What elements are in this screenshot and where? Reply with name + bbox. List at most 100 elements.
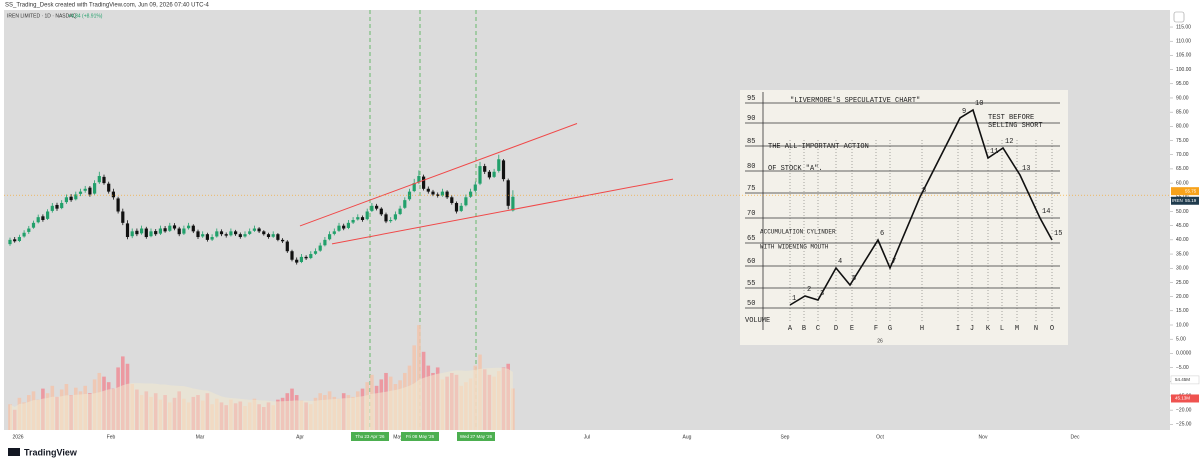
brand-logo [8,448,20,456]
candle-body [285,241,289,252]
volume-tag [1171,394,1199,403]
candle-body [201,234,205,237]
candle-body [431,191,435,195]
inset-y-label: 80 [747,163,755,171]
time-axis [0,430,1200,443]
marker-label: Wed 27 May '26 [460,434,493,439]
y-tick-label: 25.00 [1176,280,1189,286]
trendline [331,178,674,245]
y-tick-label: −5.00 [1176,365,1189,371]
y-tick-label: 45.00 [1176,223,1189,229]
inset-point: 4 [838,258,842,266]
candle-body [219,231,224,235]
candle-body [168,225,172,231]
candle-body [50,205,54,211]
x-tick-label: Feb [107,434,116,440]
candle-body [487,171,491,178]
candle-body [511,196,515,211]
inset-point: 14 [1042,208,1050,216]
marker-label: Fri 08 May '26 [406,434,435,439]
candle-body [417,176,421,183]
marker-tag [351,432,389,441]
x-tick-label: Sep [781,434,790,440]
y-tick-label: 5.00 [1176,337,1186,343]
inset-action: THE ALL-IMPORTANT ACTION [768,143,869,151]
x-tick-label: Aug [683,434,692,440]
inset-y-label: 75 [747,185,755,193]
candle-body [97,176,101,183]
price-tag-label: 55.19 [1185,198,1197,203]
candle-body [135,230,139,235]
brand: TradingView [24,447,78,457]
inset-y-label: 70 [747,210,755,218]
candle-body [332,231,336,234]
inset-point: 6 [880,230,884,238]
candle-body [464,197,468,206]
inset-y-label: 60 [747,258,755,266]
candle-body [276,234,280,240]
inset-letter: I [956,325,960,333]
inset-letter: N [1034,325,1038,333]
y-tick-label: −25.00 [1176,422,1192,428]
inset-y-label: 65 [747,235,755,243]
y-tick-label: 0.0000 [1176,351,1192,357]
y-tick-label: 50.00 [1176,209,1189,215]
candle-body [158,228,162,234]
volume-label: 45.13M [1175,396,1190,401]
candle-body [252,228,256,231]
inset-path [789,108,1053,306]
candle-body [144,228,148,238]
volume-ma-tag [1170,375,1200,385]
candle-body [191,225,195,232]
candle-body [445,191,449,198]
candle-body [215,231,219,237]
volume-ma-label: 54.45M [1175,377,1190,382]
inset-letter: D [834,325,838,333]
candle-body [299,256,303,262]
candle-body [473,184,477,191]
y-tick-label: −20.00 [1176,407,1192,413]
inset-point: 15 [1054,230,1062,238]
inset-letter: M [1015,325,1019,333]
inset-point: 11 [990,148,998,156]
y-tick-label: 100.00 [1176,67,1192,73]
candle-body [497,159,501,171]
candle-body [163,228,167,232]
inset-letter: K [986,325,991,333]
y-tick-label: 35.00 [1176,251,1189,257]
candle-body [248,231,252,234]
candle-body [46,211,50,219]
candle-body [27,228,31,232]
inset-point: 2 [807,286,811,294]
candle-body [78,191,83,194]
inset-letter: H [920,325,924,333]
inset-point: 9 [962,108,966,116]
y-tick-label: 40.00 [1176,237,1189,243]
candle-body [107,183,111,192]
candle-body [140,228,144,234]
candle-body [229,231,233,236]
candle-body [360,217,365,220]
candle-body [469,191,473,197]
candle-body [69,196,73,201]
marker-tag [457,432,495,441]
symbol: IREN LIMITED · 1D · NASDAQ [7,13,77,19]
y-tick-label: 85.00 [1176,109,1189,115]
price-tag [1171,187,1199,196]
inset-point: 10 [975,100,983,108]
candle-body [412,183,416,192]
candle-body [370,205,374,211]
candle-body [234,231,238,235]
candle-body [426,188,430,192]
candle-body [450,197,454,203]
inset-letter: F [874,325,878,333]
inset-letter: O [1050,325,1054,333]
candle-body [17,237,21,241]
settings-icon[interactable] [1173,11,1185,23]
candle-body [266,234,271,238]
candle-body [243,234,247,237]
inset-y-label: 90 [747,115,755,123]
candle-body [271,234,275,237]
inset-action: OF STOCK "A". [768,165,823,173]
